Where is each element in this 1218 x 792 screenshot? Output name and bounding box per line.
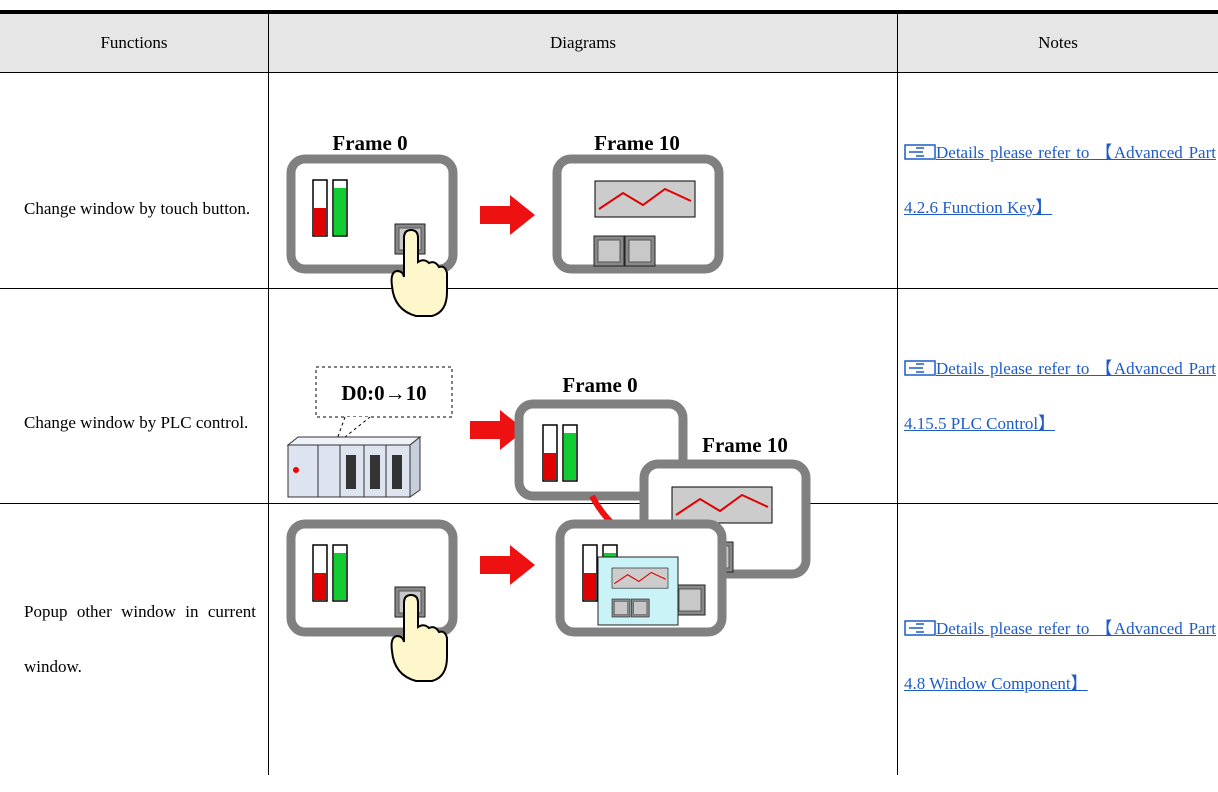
diagram-shape xyxy=(909,362,924,373)
note-link[interactable]: Details please refer to 【Advanced Part 4… xyxy=(904,341,1216,451)
frame-label: Frame 0 xyxy=(332,131,407,155)
function-text: Popup other window in current window. xyxy=(24,602,256,676)
col-rule xyxy=(897,14,898,775)
note-cell: Details please refer to 【Advanced Part 4… xyxy=(904,72,1216,288)
note-text: Details please refer to 【Advanced Part 4… xyxy=(904,619,1216,693)
diagram-shape xyxy=(671,486,773,524)
diagram-shape xyxy=(594,180,696,218)
header-text: Notes xyxy=(1038,33,1078,52)
note-text: Details please refer to 【Advanced Part 4… xyxy=(904,358,1216,433)
row-rule xyxy=(0,72,1218,73)
diagram-shape xyxy=(624,235,656,267)
diagrams: Frame 0 Frame 10 D0:0→10 Frame 0 Frame 1… xyxy=(286,131,811,682)
diagram-shape xyxy=(674,584,706,616)
header-cell: Notes xyxy=(898,14,1218,72)
note-cell: Details please refer to 【Advanced Part 4… xyxy=(904,288,1216,503)
diagram-shape xyxy=(904,620,936,636)
plc xyxy=(286,435,422,498)
diagram-shape xyxy=(909,623,924,633)
header-cell: Functions xyxy=(0,14,268,72)
note-link[interactable]: Details please refer to 【Advanced Part 4… xyxy=(904,125,1216,235)
header-text: Diagrams xyxy=(549,33,617,52)
callout-text: D0:0→10 xyxy=(341,381,426,405)
diagram-shape xyxy=(611,567,669,589)
diagram-shape xyxy=(611,567,669,589)
top-rule xyxy=(0,10,1218,14)
diagram-shape xyxy=(909,147,924,157)
diagram-shape xyxy=(346,455,356,489)
hand-icon xyxy=(904,620,936,636)
function-cell: Popup other window in current window. xyxy=(24,503,256,775)
header-text: Functions xyxy=(100,33,168,52)
col-rule xyxy=(268,14,269,775)
diagram-shape xyxy=(480,195,535,235)
row-rule xyxy=(0,288,1218,289)
diagram-shape xyxy=(293,467,299,473)
note-text: Details please refer to 【Advanced Part 4… xyxy=(904,143,1216,217)
note-cell: Details please refer to 【Advanced Part 4… xyxy=(904,520,1216,792)
function-text: Change window by touch button. xyxy=(24,198,251,218)
diagram-shape xyxy=(611,598,631,618)
hand-icon xyxy=(904,359,936,376)
diagram-shape xyxy=(370,455,380,489)
frame-label: Frame 10 xyxy=(594,131,680,155)
header-cell: Diagrams xyxy=(269,14,897,72)
diagram-shape xyxy=(904,144,936,160)
diagram-shape xyxy=(286,436,422,446)
function-text: Change window by PLC control. xyxy=(24,413,249,432)
diagram-shape xyxy=(593,235,625,267)
diagram-shape xyxy=(904,359,936,376)
function-cell: Change window by touch button. xyxy=(24,100,256,316)
diagram-shape xyxy=(409,435,421,498)
diagram-shape xyxy=(392,455,402,489)
diagram-shape xyxy=(317,444,341,498)
callout xyxy=(315,366,453,418)
frame-label: Frame 0 xyxy=(562,373,637,397)
frame-label: Frame 10 xyxy=(702,433,788,457)
page: {"table":{"header":["Functions","Diagram… xyxy=(0,10,1218,775)
function-cell: Change window by PLC control. xyxy=(24,315,256,530)
diagram-shape xyxy=(480,545,535,585)
note-link[interactable]: Details please refer to 【Advanced Part 4… xyxy=(904,601,1216,711)
diagram-shape xyxy=(630,598,650,618)
hand-icon xyxy=(904,144,936,160)
row-rule xyxy=(0,503,1218,504)
diagram-shape xyxy=(287,444,319,498)
